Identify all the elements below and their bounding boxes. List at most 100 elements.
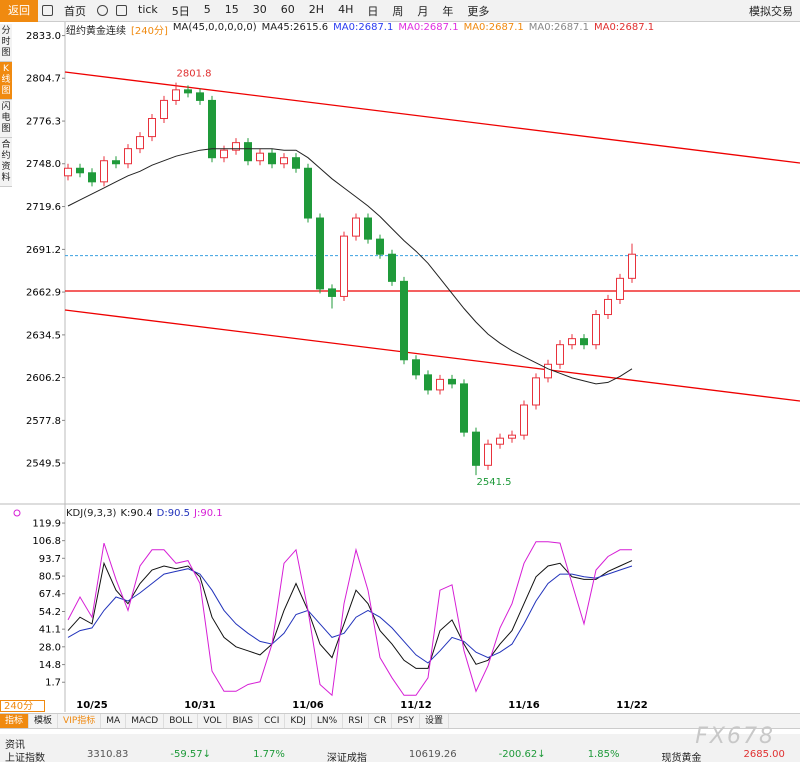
kdj-title: KDJ(9,3,3) (66, 508, 117, 519)
y-tick-label: 1.7 (45, 678, 61, 689)
candle-body (496, 437, 504, 445)
chart-icon[interactable] (116, 5, 127, 16)
quote: -59.57↓ (170, 749, 212, 760)
y-tick-label: 14.8 (39, 660, 61, 671)
indicator-tab[interactable]: VIP指标 (58, 714, 102, 728)
period-button[interactable]: 4H (338, 2, 354, 16)
back-button[interactable]: 返回 (0, 0, 38, 22)
candle-body (304, 167, 312, 219)
sidebar: 分时图 K线图 闪电图 合约资料 (0, 24, 12, 187)
indicator-tab[interactable]: BIAS (227, 714, 260, 728)
candle-body (484, 443, 492, 466)
indicator-tab[interactable]: BOLL (164, 714, 199, 728)
indicator-tab[interactable]: 模板 (29, 714, 59, 728)
period-button[interactable]: 月 (417, 4, 429, 18)
candle-body (136, 136, 144, 150)
candle-body (172, 89, 180, 101)
quote: 现货黄金 (661, 753, 702, 764)
period-button[interactable]: 5 (203, 2, 211, 16)
period-button[interactable]: 60 (280, 2, 295, 16)
indicator-tab[interactable]: MACD (126, 714, 165, 728)
period-button[interactable]: 周 (392, 4, 404, 18)
candle-body (280, 157, 288, 165)
y-tick-label: 2719.6 (26, 202, 61, 213)
candle-body (112, 160, 120, 165)
candle-body (400, 280, 408, 361)
ma-params[interactable]: MA(45,0,0,0,0,0) (172, 22, 257, 33)
side-tab[interactable]: 合约资料 (0, 138, 12, 187)
quote: 3310.83 (87, 749, 129, 760)
candle-body (412, 359, 420, 376)
ma-label: MA0:2687.1 (463, 22, 524, 33)
candle-body (220, 149, 228, 159)
indicator-tab[interactable]: VOL (198, 714, 228, 728)
candle-body (64, 167, 72, 177)
period-button[interactable]: 15 (224, 2, 239, 16)
quote: 1.85% (587, 749, 620, 760)
candle-body (508, 434, 516, 439)
candle-body (520, 404, 528, 436)
quote: 10619.26 (408, 749, 457, 760)
indicator-tab[interactable]: 指标 (0, 714, 30, 728)
period-button[interactable]: 2H (308, 2, 325, 16)
more-button[interactable]: 更多 (467, 4, 490, 18)
y-tick-label: 2804.7 (26, 74, 61, 85)
quotes: 上证指数 3310.83 -59.57↓ 1.77% 深证成指 10619.26 -200.… (5, 749, 785, 764)
side-tab[interactable]: 分时图 (0, 24, 12, 62)
candle-body (256, 152, 264, 162)
candle-body (88, 172, 96, 183)
candle-body (544, 363, 552, 379)
period-button[interactable]: 5日 (171, 4, 190, 18)
home-button[interactable]: 首页 (64, 4, 86, 18)
indicator-tab[interactable]: 设置 (420, 714, 450, 728)
candle-body (76, 167, 84, 174)
indicator-tab[interactable]: LN% (312, 714, 344, 728)
candle-body (292, 157, 300, 169)
candle-body (592, 314, 600, 346)
trade-button[interactable]: 模拟交易 (749, 4, 793, 18)
candle-body (124, 148, 132, 165)
candle-body (532, 377, 540, 406)
y-tick-label: 67.4 (39, 589, 61, 600)
candle-body (208, 99, 216, 159)
indicator-tab[interactable]: CCI (259, 714, 286, 728)
indicator-tab[interactable]: CR (369, 714, 393, 728)
candle-body (100, 160, 108, 183)
candle-body (232, 142, 240, 151)
indicator-tab[interactable]: PSY (392, 714, 420, 728)
y-tick-label: 2833.0 (26, 31, 61, 42)
legend-entry: K:90.4 (120, 508, 153, 519)
period-button[interactable]: 日 (367, 4, 379, 18)
candle-body (340, 235, 348, 297)
candle-body (196, 92, 204, 101)
x-tick-label: 11/06 (292, 700, 324, 711)
period-button[interactable]: 年 (442, 4, 454, 18)
kdj-line (67, 560, 633, 669)
y-tick-label: 2577.8 (26, 416, 61, 427)
candle-body (160, 99, 168, 120)
indicator-tab[interactable]: RSI (343, 714, 369, 728)
quote: 上证指数 (5, 753, 45, 764)
period-list: tick 5日 5 15 30 60 2H 4H 日周月年 (131, 3, 460, 19)
side-tab[interactable]: K线图 (0, 62, 12, 100)
x-tick-label: 11/16 (508, 700, 540, 711)
period-select[interactable]: 240分 (0, 700, 45, 712)
kdj-header: KDJ(9,3,3) K:90.4 D:90.5 J:90.1 (66, 508, 223, 519)
y-tick-label: 2776.3 (26, 117, 61, 128)
side-tab[interactable]: 闪电图 (0, 100, 12, 138)
refresh-icon[interactable] (97, 5, 108, 16)
period-button[interactable]: 30 (252, 2, 267, 16)
trend-line (64, 309, 800, 402)
y-tick-label: 2549.5 (26, 459, 61, 470)
candle-body (328, 288, 336, 297)
indicator-tab[interactable]: MA (101, 714, 127, 728)
news[interactable]: 资讯 (5, 740, 25, 751)
settings-icon[interactable] (13, 509, 21, 517)
candle-body (376, 238, 384, 255)
y-tick-label: 119.9 (32, 519, 61, 530)
period-button[interactable]: tick (138, 2, 158, 16)
period: [240分] (131, 26, 168, 37)
indicator-tab[interactable]: KDJ (285, 714, 312, 728)
x-tick-label: 10/25 (76, 700, 108, 711)
